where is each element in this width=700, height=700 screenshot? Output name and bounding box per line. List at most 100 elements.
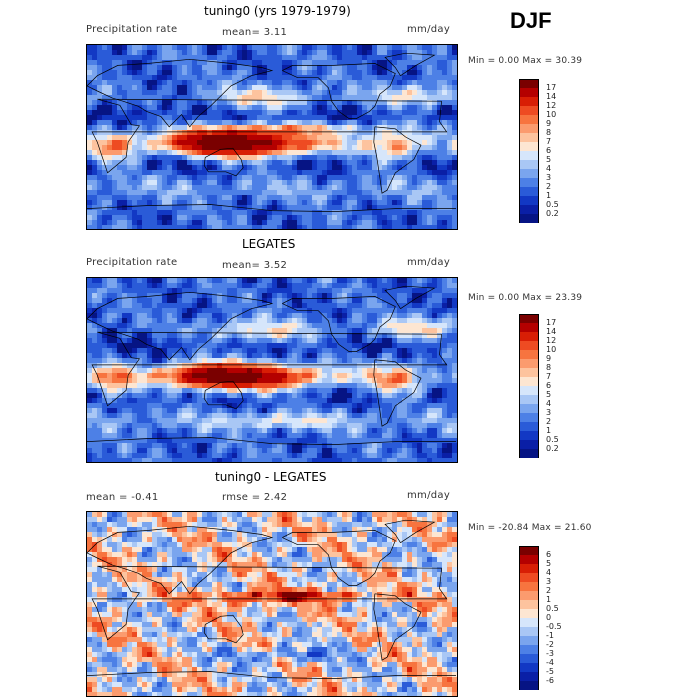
panel-3-min-max: Min = -20.84 Max = 21.60: [468, 523, 592, 533]
colorbar-tick-label: 0.5: [546, 435, 559, 444]
panel-2-colorbar: 17 14 12 10 9 8 7 6 5 4 3 2 1 0.5 0.2: [519, 314, 559, 458]
colorbar-swatch: [519, 440, 539, 449]
colorbar-tick-label: -0.5: [546, 622, 562, 631]
colorbar-tick-label: 17: [546, 83, 557, 92]
colorbar-swatch: [519, 413, 539, 422]
colorbar-swatch: [519, 187, 539, 196]
colorbar-swatch: [519, 555, 539, 564]
colorbar-swatch: [519, 368, 539, 377]
colorbar-tick-label: 1: [546, 595, 552, 604]
colorbar-tick-label: 12: [546, 101, 557, 110]
colorbar-swatch: [519, 636, 539, 645]
colorbar-tick-label: 4: [546, 399, 552, 408]
colorbar-tick-label: 8: [546, 363, 552, 372]
panel-1-mean: mean= 3.11: [222, 27, 288, 38]
colorbar-swatch: [519, 546, 539, 555]
colorbar-tick-label: 12: [546, 336, 557, 345]
colorbar-swatch: [519, 205, 539, 214]
colorbar-swatch: [519, 332, 539, 341]
panel-2-map: [86, 277, 458, 463]
colorbar-swatch: [519, 88, 539, 97]
colorbar-swatch: [519, 359, 539, 368]
colorbar-tick-label: 5: [546, 390, 552, 399]
colorbar-tick-label: 1: [546, 426, 552, 435]
colorbar-swatch: [519, 377, 539, 386]
colorbar-tick-label: 6: [546, 550, 552, 559]
colorbar-swatch: [519, 681, 539, 690]
colorbar-tick-label: 1: [546, 191, 552, 200]
colorbar-swatch: [519, 573, 539, 582]
colorbar-tick-label: 3: [546, 408, 552, 417]
colorbar-swatch: [519, 654, 539, 663]
colorbar-tick-label: 0.2: [546, 209, 559, 218]
colorbar-tick-label: 10: [546, 110, 557, 119]
panel-3-mean: mean = -0.41: [86, 492, 159, 503]
colorbar-swatch: [519, 79, 539, 88]
colorbar-swatch: [519, 404, 539, 413]
colorbar-tick-label: 0.2: [546, 444, 559, 453]
colorbar-tick-label: 6: [546, 381, 552, 390]
colorbar-tick-label: 3: [546, 173, 552, 182]
colorbar-tick-label: 10: [546, 345, 557, 354]
colorbar-swatch: [519, 609, 539, 618]
colorbar-swatch: [519, 591, 539, 600]
colorbar-swatch: [519, 178, 539, 187]
colorbar-tick-label: 2: [546, 417, 552, 426]
colorbar-swatch: [519, 422, 539, 431]
colorbar-tick-label: 2: [546, 586, 552, 595]
colorbar-tick-label: 4: [546, 164, 552, 173]
colorbar-swatch: [519, 564, 539, 573]
panel-2-title: LEGATES: [242, 237, 296, 251]
colorbar-tick-label: -5: [546, 667, 554, 676]
colorbar-tick-label: 3: [546, 577, 552, 586]
panel-1-units: mm/day: [407, 24, 451, 35]
panel-2-variable-label: Precipitation rate: [86, 257, 178, 268]
panel-2-mean: mean= 3.52: [222, 260, 288, 271]
colorbar-tick-label: -2: [546, 640, 554, 649]
colorbar-swatch: [519, 618, 539, 627]
season-label: DJF: [510, 8, 552, 33]
colorbar-tick-label: 14: [546, 327, 557, 336]
precipitation-difference-map: [87, 512, 457, 696]
colorbar-tick-label: 0.5: [546, 604, 559, 613]
colorbar-tick-label: -1: [546, 631, 554, 640]
colorbar-swatch: [519, 106, 539, 115]
colorbar-tick-label: 4: [546, 568, 552, 577]
precipitation-map-model: [87, 45, 457, 229]
colorbar-swatch: [519, 627, 539, 636]
panel-3-map: [86, 511, 458, 697]
panel-1-colorbar: 17 14 12 10 9 8 7 6 5 4 3 2 1 0.5 0.2: [519, 79, 559, 223]
colorbar-tick-label: 0.5: [546, 200, 559, 209]
colorbar-tick-label: 9: [546, 354, 552, 363]
colorbar-tick-label: 8: [546, 128, 552, 137]
colorbar-swatch: [519, 124, 539, 133]
panel-3-colorbar: 6 5 4 3 2 1 0.5 0 -0.5 -1 -2 -3 -4 -5 -6: [519, 546, 562, 690]
colorbar-tick-label: 14: [546, 92, 557, 101]
colorbar-swatch: [519, 214, 539, 223]
colorbar-tick-label: 6: [546, 146, 552, 155]
colorbar-swatch: [519, 115, 539, 124]
colorbar-swatch: [519, 645, 539, 654]
colorbar-tick-label: 7: [546, 137, 552, 146]
panel-2-min-max: Min = 0.00 Max = 23.39: [468, 293, 583, 303]
colorbar-swatch: [519, 341, 539, 350]
colorbar-swatch: [519, 672, 539, 681]
colorbar-swatch: [519, 97, 539, 106]
colorbar-swatch: [519, 160, 539, 169]
colorbar-swatch: [519, 169, 539, 178]
colorbar-tick-label: 2: [546, 182, 552, 191]
panel-3-title: tuning0 - LEGATES: [215, 470, 327, 484]
colorbar-swatch: [519, 142, 539, 151]
colorbar-swatch: [519, 386, 539, 395]
colorbar-tick-label: -3: [546, 649, 554, 658]
colorbar-swatch: [519, 431, 539, 440]
colorbar-tick-label: 9: [546, 119, 552, 128]
colorbar-swatch: [519, 582, 539, 591]
panel-3-units: mm/day: [407, 490, 451, 501]
colorbar-swatch: [519, 395, 539, 404]
colorbar-tick-label: 7: [546, 372, 552, 381]
colorbar-tick-label: 5: [546, 155, 552, 164]
colorbar-swatch: [519, 350, 539, 359]
colorbar-swatch: [519, 151, 539, 160]
panel-2-units: mm/day: [407, 257, 451, 268]
